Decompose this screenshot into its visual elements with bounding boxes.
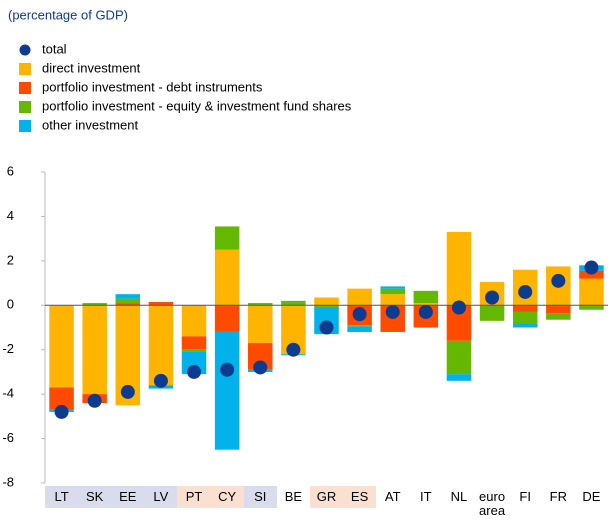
legend-marker xyxy=(19,82,31,94)
bar-segment xyxy=(248,305,273,344)
x-tick-label: LV xyxy=(144,486,178,508)
legend-marker xyxy=(19,101,31,113)
bar-segment xyxy=(115,303,141,306)
bar-segment xyxy=(380,286,405,289)
x-tick-label: euro area xyxy=(479,489,506,518)
bar-segment xyxy=(181,349,207,352)
bar-segment xyxy=(380,294,405,306)
total-dot xyxy=(286,342,301,357)
y-tick-label: -4 xyxy=(2,386,14,401)
x-tick-label: IT xyxy=(420,489,432,504)
bar-segment xyxy=(413,303,439,306)
legend-marker xyxy=(19,63,31,75)
total-dot xyxy=(418,304,433,319)
bar-segment xyxy=(579,278,604,306)
bar-segment xyxy=(546,305,571,314)
total-dot xyxy=(584,260,599,275)
bar-segment xyxy=(148,301,174,306)
total-dot xyxy=(518,284,533,299)
bar-segment xyxy=(347,326,372,332)
total-dot xyxy=(385,304,400,319)
x-tick-label: GR xyxy=(309,486,344,508)
legend-label: direct investment xyxy=(42,60,141,75)
total-dot xyxy=(253,360,268,375)
y-tick-label: 4 xyxy=(7,208,14,223)
y-tick-label: -6 xyxy=(2,430,14,445)
bar-segment xyxy=(115,294,141,299)
bar-segment xyxy=(248,303,273,306)
total-dot xyxy=(153,373,168,388)
bar-segment xyxy=(181,336,207,350)
x-tick-label: FR xyxy=(549,489,567,504)
legend-marker xyxy=(19,44,31,56)
legend-label: portfolio investment - equity & investme… xyxy=(42,98,352,113)
chart-subtitle: (percentage of GDP) xyxy=(8,7,128,22)
x-tick-label: SI xyxy=(243,486,277,508)
y-tick-label: 2 xyxy=(7,252,14,267)
total-dot xyxy=(352,307,367,322)
legend-label: other investment xyxy=(42,117,138,132)
legend-label: total xyxy=(42,41,67,56)
bar-segment xyxy=(446,340,472,375)
bar-segment xyxy=(347,325,372,327)
legend-marker xyxy=(19,120,31,132)
x-tick-label: FI xyxy=(519,489,531,504)
x-tick-label: PT xyxy=(177,486,211,508)
x-tick-label: BE xyxy=(284,489,303,504)
y-tick-label: -2 xyxy=(2,341,14,356)
bar-segment xyxy=(413,290,439,304)
x-tick-label: ES xyxy=(343,486,377,508)
bar-segment xyxy=(512,323,538,328)
total-dot xyxy=(451,300,466,315)
bar-segment xyxy=(214,305,240,332)
bar-segment xyxy=(380,288,405,295)
x-tick-label: NL xyxy=(450,489,468,504)
total-dot xyxy=(551,273,566,288)
bar-segment xyxy=(446,231,472,306)
legend-label: portfolio investment - debt instruments xyxy=(42,79,263,94)
bar-segment xyxy=(181,305,207,337)
total-dot xyxy=(54,404,69,419)
bar-segment xyxy=(49,387,74,410)
x-tick-label: DE xyxy=(582,489,601,504)
total-dot xyxy=(220,362,235,377)
total-dot xyxy=(187,364,202,379)
y-tick-label: 6 xyxy=(7,163,14,178)
total-dot xyxy=(485,290,500,305)
bar-segment xyxy=(314,297,339,306)
total-dot xyxy=(319,320,334,335)
bar-segment xyxy=(579,270,604,279)
x-tick-label: SK xyxy=(78,486,112,508)
bar-segment xyxy=(314,305,339,308)
bar-segment xyxy=(49,305,74,388)
total-dot xyxy=(120,384,135,399)
total-dot xyxy=(87,393,102,408)
bar-segment xyxy=(281,300,306,306)
x-tick-label: AT xyxy=(384,489,401,504)
bar-segment xyxy=(148,305,174,386)
x-tick-label: LT xyxy=(45,486,79,508)
y-tick-label: 0 xyxy=(7,297,14,312)
bar-segment xyxy=(446,374,472,381)
bar-segment xyxy=(214,331,240,450)
bar-segment xyxy=(214,226,240,250)
bar-segment xyxy=(546,313,571,320)
bar-segment xyxy=(115,298,141,304)
y-tick-label: -8 xyxy=(2,474,14,489)
x-tick-label: EE xyxy=(111,486,145,508)
x-tick-label: CY xyxy=(210,486,244,508)
bar-segment xyxy=(82,305,107,395)
bar-segment xyxy=(512,311,538,324)
bar-segment xyxy=(82,303,107,306)
bar-segment xyxy=(579,305,604,310)
bar-segment xyxy=(214,249,240,306)
bar-segment xyxy=(347,288,372,306)
bar-segment xyxy=(479,305,505,321)
bar-segment xyxy=(512,305,538,312)
